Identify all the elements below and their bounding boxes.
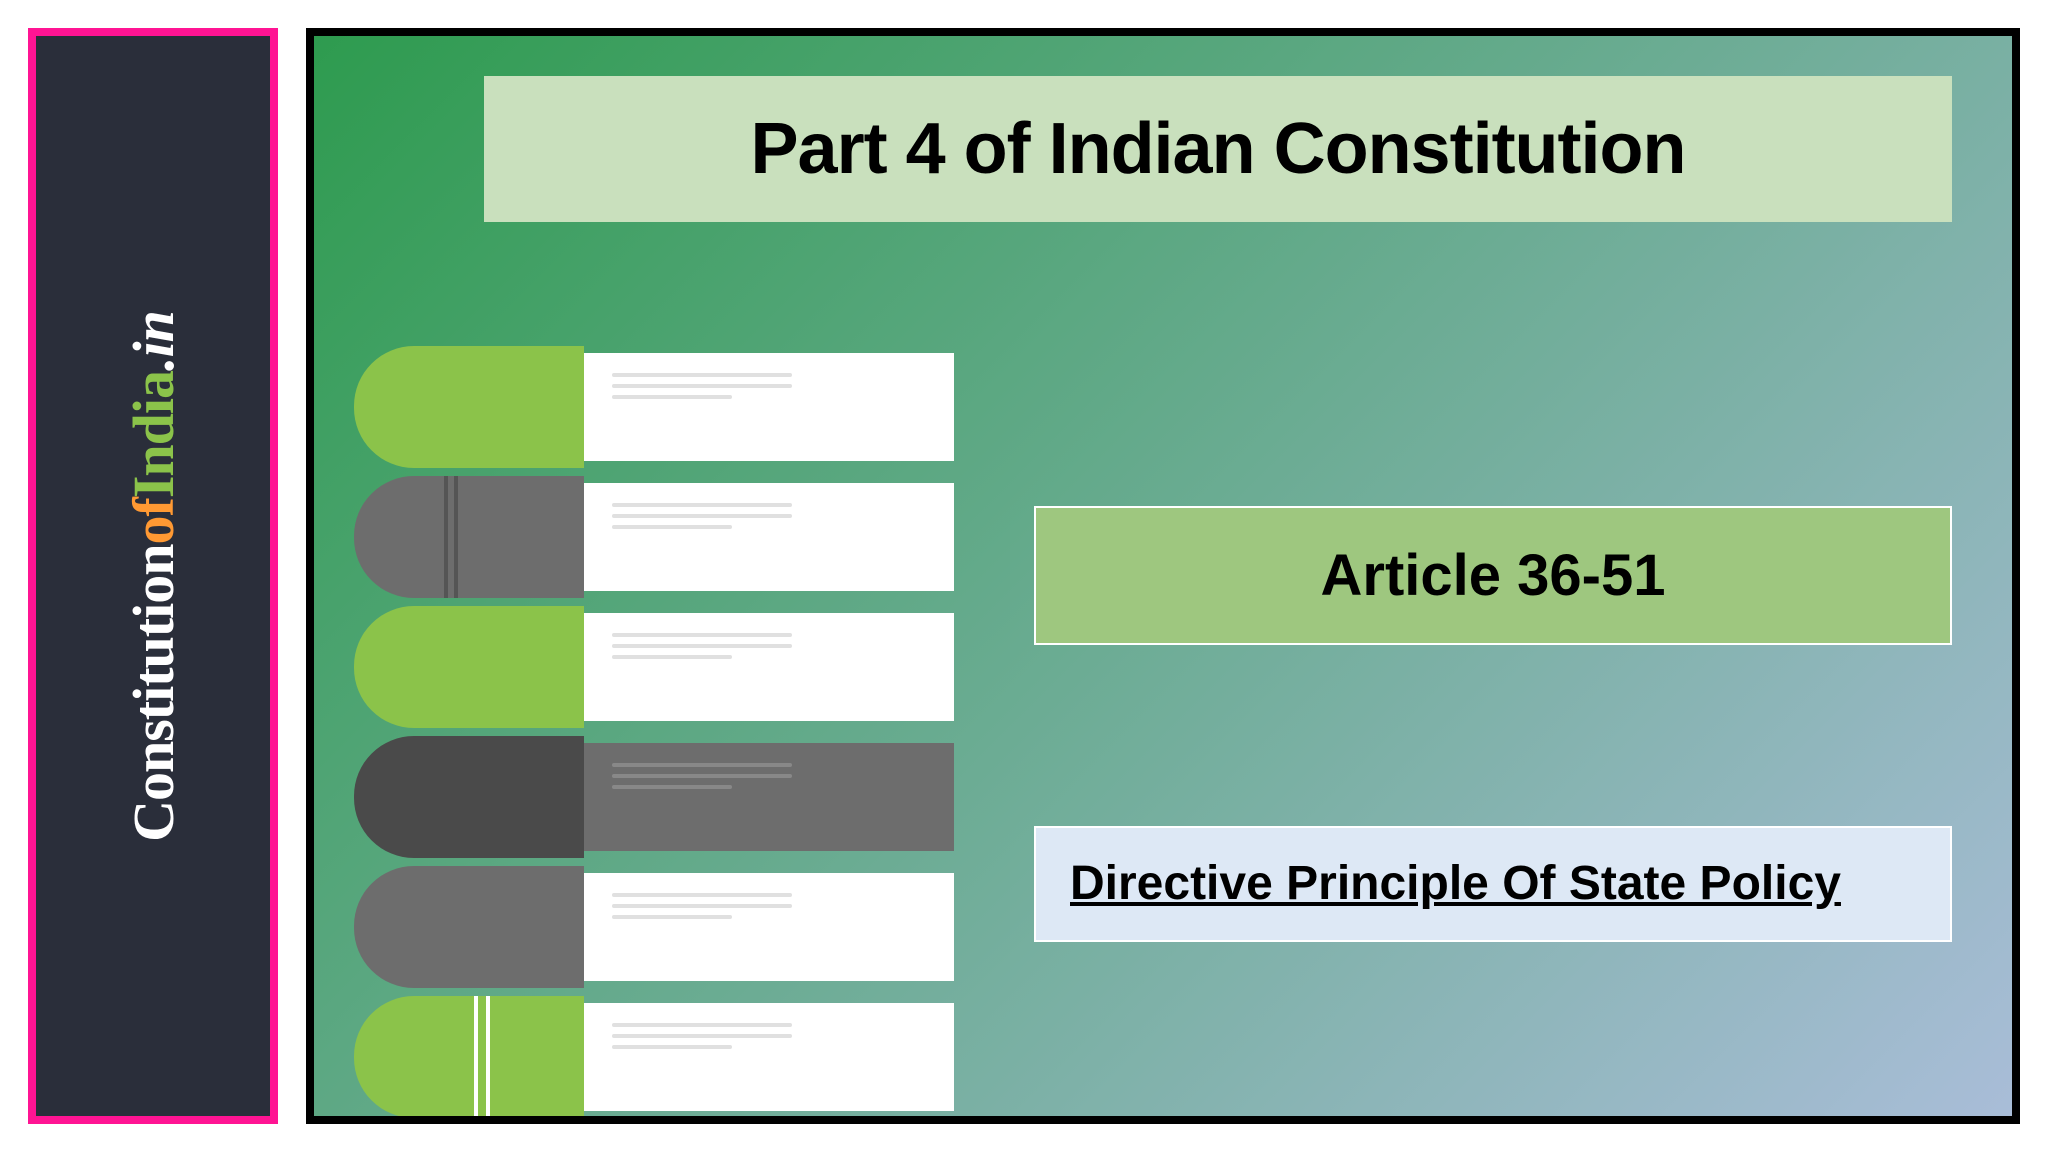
sidebar-logo-panel: ConstitutionofIndia.in [28,28,278,1124]
book-icon [354,866,954,988]
books-stack-icon [354,346,954,1124]
dpsp-text: Directive Principle Of State Policy [1070,857,1841,910]
book-icon [354,476,954,598]
book-icon [354,346,954,468]
logo-constitution: Constitution [121,544,186,841]
part-title-box: Part 4 of Indian Constitution [484,76,1952,222]
part-title-text: Part 4 of Indian Constitution [751,109,1686,189]
book-icon [354,606,954,728]
site-logo-text: ConstitutionofIndia.in [120,311,187,842]
logo-dotin: .in [121,311,186,371]
book-icon [354,996,954,1118]
article-range-text: Article 36-51 [1321,543,1666,608]
book-icon [354,736,954,858]
main-content-panel: Part 4 of Indian Constitution Article 36… [306,28,2020,1124]
logo-india: India [121,370,186,497]
article-range-box: Article 36-51 [1034,506,1952,645]
dpsp-box: Directive Principle Of State Policy [1034,826,1952,942]
logo-of: of [121,498,186,544]
